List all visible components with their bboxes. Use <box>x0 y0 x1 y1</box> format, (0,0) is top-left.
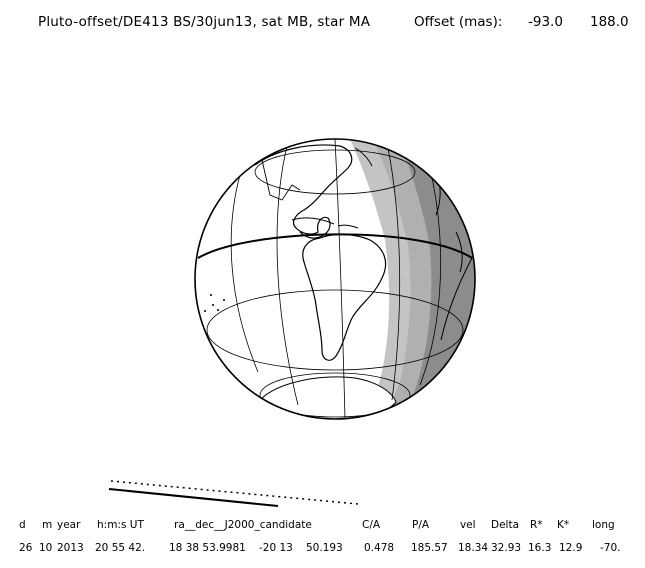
val-pa: 185.57 <box>411 542 448 554</box>
val-kstar: 12.9 <box>559 542 583 554</box>
antarctica <box>261 376 397 419</box>
shadow-centerline <box>108 488 279 507</box>
col-ca: C/A <box>362 519 381 531</box>
val-ra: 18 38 53.9981 <box>169 542 246 554</box>
col-pa: P/A <box>412 519 430 531</box>
val-long: -70. <box>600 542 621 554</box>
val-vel: 18.34 <box>458 542 489 554</box>
val-day: 26 <box>19 542 33 554</box>
offset-label: Offset (mas): <box>414 14 503 30</box>
val-ca: 0.478 <box>364 542 395 554</box>
col-month: m <box>42 519 53 531</box>
south-america <box>302 233 387 361</box>
globe-limb <box>194 138 476 420</box>
val-delta: 32.93 <box>491 542 522 554</box>
north-america <box>254 144 353 239</box>
col-delta: Delta <box>491 519 520 531</box>
page-title: Pluto-offset/DE413 BS/30jun13, sat MB, s… <box>38 14 371 30</box>
col-time: h:m:s UT <box>97 519 144 531</box>
graticule <box>206 139 464 419</box>
twilight-inner-band <box>372 139 432 419</box>
val-dec-deg: -20 13 <box>259 542 293 554</box>
offset-y-value: 188.0 <box>590 14 629 30</box>
col-year: year <box>57 519 81 531</box>
col-kstar: K* <box>557 519 570 531</box>
col-long: long <box>592 519 615 531</box>
col-rstar: R* <box>530 519 543 531</box>
val-dec-sec: 50.193 <box>306 542 343 554</box>
val-time: 20 55 42. <box>95 542 146 554</box>
val-year: 2013 <box>57 542 84 554</box>
globe-disk <box>195 139 475 419</box>
col-day: d <box>19 519 26 531</box>
val-month: 10 <box>39 542 53 554</box>
val-rstar: 16.3 <box>528 542 552 554</box>
col-radec: ra__dec__J2000_candidate <box>174 519 312 531</box>
offset-x-value: -93.0 <box>528 14 563 30</box>
col-vel: vel <box>460 519 476 531</box>
